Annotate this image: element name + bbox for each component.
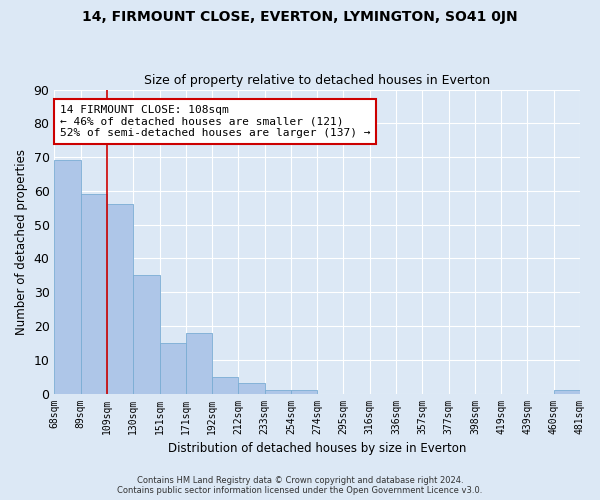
Text: 14, FIRMOUNT CLOSE, EVERTON, LYMINGTON, SO41 0JN: 14, FIRMOUNT CLOSE, EVERTON, LYMINGTON, … (82, 10, 518, 24)
Bar (265, 390, 291, 394)
X-axis label: Distribution of detached houses by size in Everton: Distribution of detached houses by size … (168, 442, 466, 455)
Text: Contains HM Land Registry data © Crown copyright and database right 2024.
Contai: Contains HM Land Registry data © Crown c… (118, 476, 482, 495)
Y-axis label: Number of detached properties: Number of detached properties (15, 148, 28, 334)
Bar (238, 384, 265, 394)
Bar (186, 333, 212, 394)
Bar (133, 276, 160, 394)
Title: Size of property relative to detached houses in Everton: Size of property relative to detached ho… (144, 74, 490, 87)
Bar (160, 343, 186, 394)
Bar (212, 376, 238, 394)
Bar (107, 204, 133, 394)
Bar (291, 390, 317, 394)
Text: 14 FIRMOUNT CLOSE: 108sqm
← 46% of detached houses are smaller (121)
52% of semi: 14 FIRMOUNT CLOSE: 108sqm ← 46% of detac… (59, 105, 370, 138)
Bar (554, 390, 580, 394)
Bar (80, 194, 107, 394)
Bar (55, 160, 80, 394)
